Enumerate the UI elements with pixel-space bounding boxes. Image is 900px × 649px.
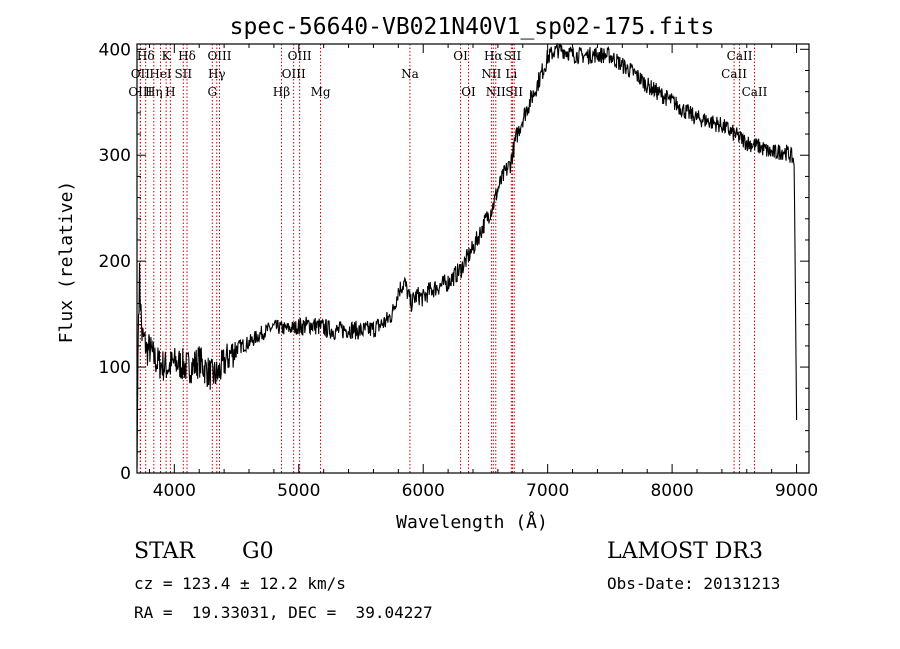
line-label: OI [453, 49, 468, 63]
x-tick-label: 5000 [277, 481, 320, 501]
line-label: OIII [207, 49, 231, 63]
y-tick-label: 0 [120, 464, 131, 484]
line-label: HeI [149, 67, 172, 81]
line-label: OII [131, 67, 151, 81]
y-tick-label: 100 [99, 358, 131, 378]
axis-ticks: 4000 5000 6000 7000 8000 9000 0 100 200 300 400 [99, 40, 819, 501]
y-tick-label: 300 [99, 146, 131, 166]
line-label: Hδ [137, 49, 155, 63]
coordinates: RA = 19.33031, DEC = 39.04227 [134, 603, 433, 622]
line-label: NII [481, 67, 501, 81]
line-label: Hγ [208, 67, 226, 81]
x-tick-label: 4000 [153, 481, 196, 501]
line-label: K [162, 49, 172, 63]
line-label: OI [461, 85, 476, 99]
line-label: SII [174, 67, 192, 81]
line-label: H [165, 85, 175, 99]
line-label: OIII [282, 67, 306, 81]
redshift-text: cz = 123.4 ± 12.2 km/s [134, 574, 346, 593]
line-label: SII [505, 85, 523, 99]
line-label: Hδ [178, 49, 196, 63]
chart-title: spec-56640-VB021N40V1_sp02-175.fits [230, 14, 715, 40]
line-label: NII [486, 85, 506, 99]
line-label: OIII [288, 49, 312, 63]
y-tick-label: 400 [99, 40, 131, 60]
line-label: SII [504, 49, 522, 63]
subclass: G0 [242, 539, 274, 564]
y-tick-label: 200 [99, 252, 131, 272]
line-label: G [207, 85, 217, 99]
x-tick-label: 8000 [650, 481, 693, 501]
x-tick-label: 6000 [402, 481, 445, 501]
line-label: Hβ [273, 85, 290, 99]
line-label: Li [505, 67, 517, 81]
x-tick-label: 7000 [526, 481, 569, 501]
object-class: STAR [134, 539, 195, 564]
x-tick-label: 9000 [775, 481, 818, 501]
line-label: Na [401, 67, 419, 81]
line-label: CaII [727, 49, 753, 63]
x-axis-label: Wavelength (Å) [396, 511, 548, 533]
spectrum-line [136, 42, 798, 468]
line-label: Hα [484, 49, 503, 63]
spectral-line-markers [139, 44, 755, 473]
line-label: Mg [311, 85, 331, 99]
line-label: CaII [721, 67, 747, 81]
y-axis-label: Flux (relative) [56, 181, 77, 344]
plot-frame [136, 43, 810, 474]
obs-date: Obs-Date: 20131213 [607, 574, 781, 593]
survey-name: LAMOST DR3 [607, 539, 763, 564]
line-label: CaII [742, 85, 768, 99]
line-label: Hη [145, 85, 163, 99]
